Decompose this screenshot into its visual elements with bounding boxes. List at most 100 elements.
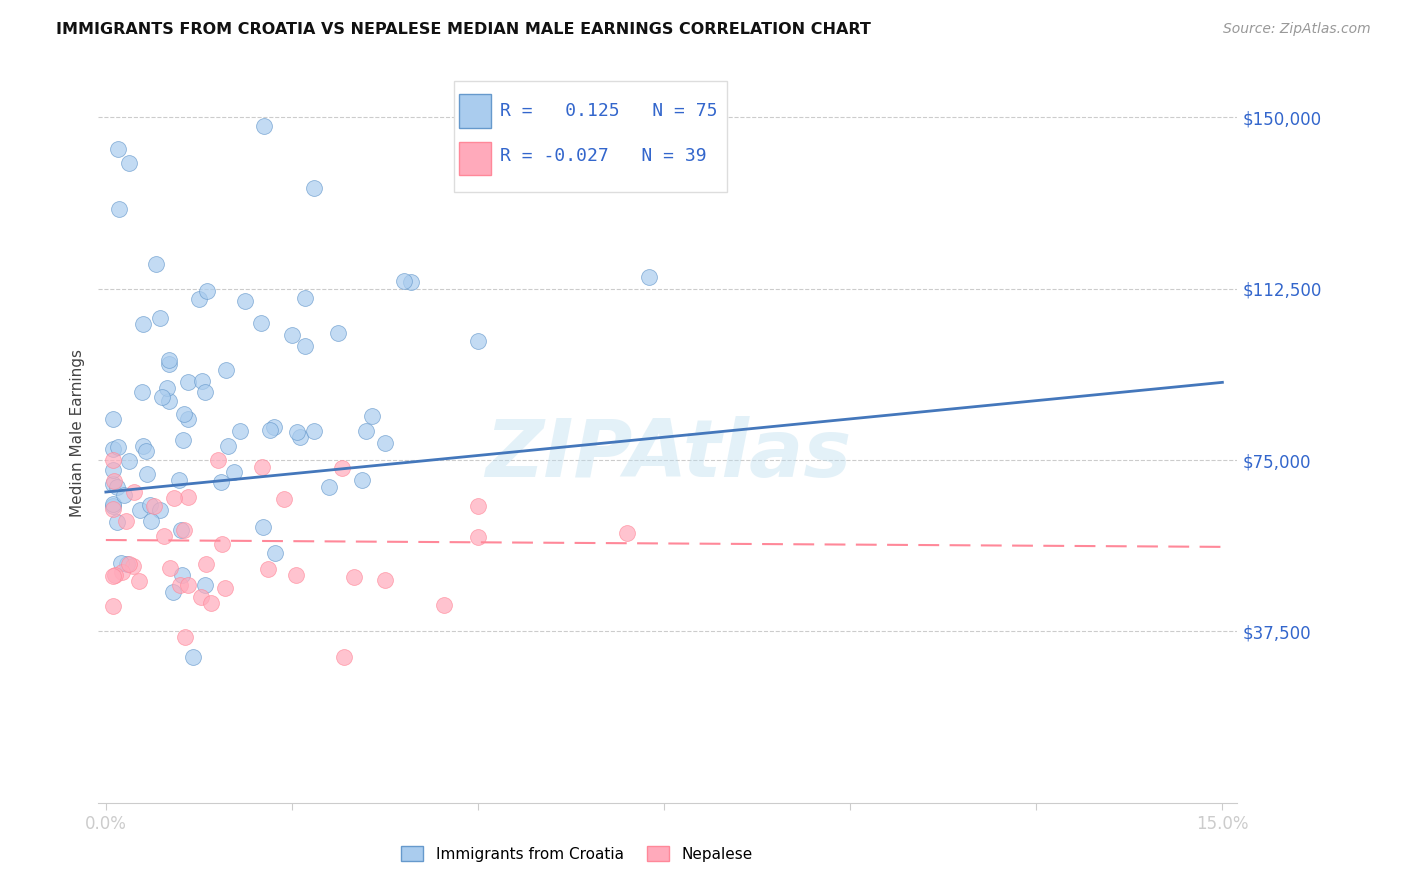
Immigrants from Croatia: [191, 374, 214, 388]
Immigrants from Croatia: [304, 181, 326, 195]
Nepalese: [257, 562, 280, 576]
Nepalese: [103, 501, 125, 516]
FancyBboxPatch shape: [460, 142, 491, 175]
Text: ZIPAtlas: ZIPAtlas: [485, 416, 851, 494]
Nepalese: [111, 565, 134, 579]
Immigrants from Croatia: [172, 433, 194, 447]
Immigrants from Croatia: [181, 649, 204, 664]
Nepalese: [122, 485, 145, 500]
Nepalese: [342, 570, 364, 584]
Immigrants from Croatia: [156, 381, 179, 395]
Immigrants from Croatia: [197, 285, 219, 299]
Nepalese: [284, 568, 307, 582]
Immigrants from Croatia: [105, 480, 128, 494]
Immigrants from Croatia: [215, 363, 238, 377]
Nepalese: [330, 461, 353, 475]
Nepalese: [616, 525, 638, 540]
Immigrants from Croatia: [129, 503, 152, 517]
Immigrants from Croatia: [150, 390, 173, 404]
Nepalese: [333, 649, 356, 664]
Immigrants from Croatia: [177, 412, 200, 426]
Immigrants from Croatia: [131, 385, 153, 400]
Nepalese: [118, 558, 141, 572]
Immigrants from Croatia: [263, 419, 285, 434]
Immigrants from Croatia: [132, 317, 155, 331]
Immigrants from Croatia: [107, 142, 129, 156]
Immigrants from Croatia: [302, 424, 325, 438]
Immigrants from Croatia: [361, 409, 384, 424]
Y-axis label: Median Male Earnings: Median Male Earnings: [70, 349, 86, 516]
FancyBboxPatch shape: [454, 81, 727, 192]
Immigrants from Croatia: [392, 274, 415, 288]
Immigrants from Croatia: [115, 558, 138, 572]
Immigrants from Croatia: [281, 328, 304, 343]
Immigrants from Croatia: [194, 384, 217, 399]
Immigrants from Croatia: [103, 442, 125, 457]
Nepalese: [273, 491, 295, 506]
Text: R =   0.125   N = 75: R = 0.125 N = 75: [501, 102, 718, 120]
Immigrants from Croatia: [264, 546, 287, 560]
Immigrants from Croatia: [253, 120, 276, 134]
Immigrants from Croatia: [638, 270, 661, 285]
Nepalese: [467, 499, 489, 513]
Immigrants from Croatia: [294, 339, 316, 353]
Immigrants from Croatia: [374, 435, 396, 450]
Immigrants from Croatia: [118, 454, 141, 468]
Immigrants from Croatia: [328, 326, 350, 341]
Nepalese: [163, 491, 186, 505]
Immigrants from Croatia: [107, 440, 129, 454]
Immigrants from Croatia: [224, 465, 246, 479]
Nepalese: [211, 537, 233, 551]
Legend: Immigrants from Croatia, Nepalese: Immigrants from Croatia, Nepalese: [392, 838, 761, 869]
Nepalese: [103, 599, 125, 613]
Immigrants from Croatia: [285, 425, 308, 439]
Nepalese: [177, 491, 200, 505]
Immigrants from Croatia: [139, 514, 162, 528]
FancyBboxPatch shape: [460, 95, 491, 128]
Immigrants from Croatia: [467, 334, 489, 349]
Nepalese: [177, 577, 200, 591]
Immigrants from Croatia: [110, 556, 132, 570]
Immigrants from Croatia: [157, 357, 180, 371]
Immigrants from Croatia: [399, 275, 422, 289]
Immigrants from Croatia: [294, 291, 316, 305]
Nepalese: [103, 569, 125, 583]
Nepalese: [207, 453, 229, 467]
Immigrants from Croatia: [132, 439, 155, 453]
Immigrants from Croatia: [188, 292, 211, 306]
Nepalese: [104, 568, 127, 582]
Immigrants from Croatia: [209, 475, 232, 490]
Nepalese: [433, 599, 456, 613]
Immigrants from Croatia: [252, 520, 274, 534]
Immigrants from Croatia: [233, 293, 256, 308]
Immigrants from Croatia: [173, 407, 195, 421]
Immigrants from Croatia: [259, 423, 281, 437]
Immigrants from Croatia: [103, 476, 125, 491]
Nepalese: [153, 529, 176, 543]
Immigrants from Croatia: [108, 202, 131, 216]
Nepalese: [143, 499, 166, 513]
Immigrants from Croatia: [217, 439, 239, 453]
Immigrants from Croatia: [157, 393, 180, 408]
Immigrants from Croatia: [356, 424, 378, 438]
Nepalese: [169, 578, 191, 592]
Immigrants from Croatia: [288, 430, 311, 444]
Immigrants from Croatia: [170, 523, 193, 537]
Immigrants from Croatia: [149, 311, 172, 326]
Nepalese: [173, 523, 195, 537]
Nepalese: [103, 453, 125, 467]
Nepalese: [159, 561, 181, 575]
Nepalese: [103, 474, 125, 488]
Immigrants from Croatia: [194, 578, 217, 592]
Immigrants from Croatia: [177, 376, 200, 390]
Immigrants from Croatia: [112, 487, 135, 501]
Nepalese: [214, 582, 236, 596]
Immigrants from Croatia: [135, 444, 157, 458]
Nepalese: [374, 573, 396, 587]
Immigrants from Croatia: [229, 424, 252, 438]
Nepalese: [250, 459, 273, 474]
Immigrants from Croatia: [162, 585, 184, 599]
Immigrants from Croatia: [149, 502, 172, 516]
Text: R = -0.027   N = 39: R = -0.027 N = 39: [501, 147, 707, 165]
Immigrants from Croatia: [103, 499, 125, 513]
